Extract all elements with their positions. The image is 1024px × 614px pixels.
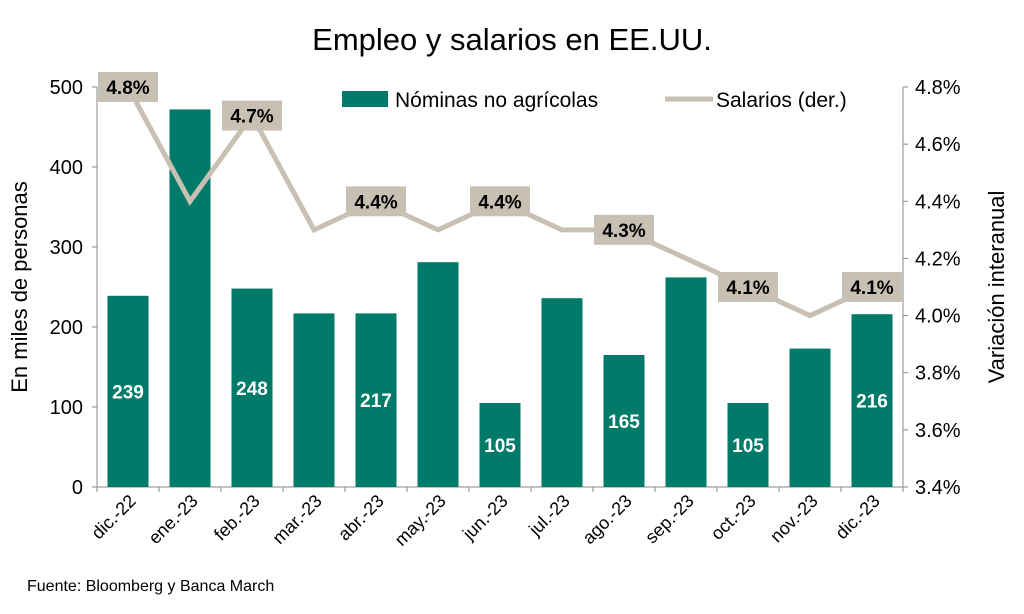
bar: [355, 313, 397, 487]
bar: [231, 288, 273, 487]
line-data-label: 4.7%: [230, 107, 273, 128]
chart-title: Empleo y salarios en EE.UU.: [312, 22, 712, 57]
bar-data-label: 216: [856, 392, 888, 413]
line-label-box: [470, 186, 530, 217]
x-ticks: dic.-22 ene.-23 feb.-23 mar.-23 abr.-23 may.-…: [87, 487, 904, 550]
x-tick-label: jul.-23: [524, 491, 574, 541]
bar-data-label: 105: [732, 436, 764, 457]
bar: [603, 355, 645, 487]
y-tick-label: 500: [50, 77, 83, 99]
x-tick-label: mar.-23: [269, 491, 326, 548]
bar: [727, 403, 769, 487]
bar: [851, 314, 893, 487]
bar-data-label: 165: [608, 412, 640, 433]
source-note: Fuente: Bloomberg y Banca March: [27, 578, 274, 595]
bar: [107, 295, 149, 487]
bar: [789, 348, 831, 487]
line-series: 4.8% 4.7% 4.4% 4.4% 4.3% 4.1% 4.1%: [98, 72, 902, 319]
x-tick-label: feb.-23: [210, 491, 264, 545]
bar: [665, 277, 707, 487]
line-data-label: 4.1%: [850, 278, 893, 299]
x-tick-label: ene.-23: [145, 491, 202, 548]
y-tick-label: 0: [72, 477, 83, 499]
y2-tick-label: 4.6%: [915, 134, 961, 156]
line-data-label: 4.4%: [478, 192, 521, 213]
line-label-box: [718, 272, 778, 302]
x-tick-label: sep.-23: [641, 491, 698, 548]
bar-labels: 239 248 217 105 165 105 216: [112, 379, 888, 457]
bar-series: [107, 109, 893, 488]
legend-label-line: Salarios (der.): [716, 89, 847, 112]
legend-swatch-bars: [342, 91, 388, 107]
y-ticks: 0 100 200 300 400 500: [50, 77, 97, 499]
x-tick-label: dic.-22: [87, 491, 139, 543]
bar-data-label: 105: [484, 436, 516, 457]
line-data-label: 4.3%: [602, 221, 645, 242]
bar: [169, 109, 211, 488]
bar: [541, 298, 583, 487]
y2-tick-label: 3.8%: [915, 363, 961, 385]
x-tick-label: may.-23: [391, 491, 450, 550]
line-data-label: 4.8%: [106, 78, 149, 99]
y2-tick-label: 4.4%: [915, 191, 961, 213]
y2-tick-label: 3.4%: [915, 477, 961, 499]
y-tick-label: 400: [50, 157, 83, 179]
y2-axis-title: Variación interanual: [984, 191, 1009, 384]
bar-data-label: 248: [236, 379, 268, 400]
bar: [293, 313, 335, 487]
x-tick-label: ago.-23: [579, 491, 636, 548]
x-tick-label: abr.-23: [334, 491, 388, 545]
bar: [417, 262, 459, 487]
bar: [479, 403, 521, 487]
line-label-box: [842, 272, 902, 302]
legend-label-bars: Nóminas no agrícolas: [395, 89, 598, 112]
y-tick-label: 100: [50, 397, 83, 419]
y2-tick-label: 4.0%: [915, 306, 961, 328]
y2-tick-label: 3.6%: [915, 420, 961, 442]
x-tick-label: dic.-23: [831, 491, 883, 543]
line-label-box: [98, 72, 158, 102]
y-axis-title: En miles de personas: [7, 181, 32, 393]
line-label-box: [594, 214, 654, 245]
line-data-label: 4.4%: [354, 192, 397, 213]
line-label-box: [346, 186, 406, 217]
y-tick-label: 300: [50, 237, 83, 259]
line-data-label: 4.1%: [726, 278, 769, 299]
y2-ticks: 3.4% 3.6% 3.8% 4.0% 4.2% 4.4% 4.6% 4.8%: [903, 77, 961, 499]
bar-data-label: 239: [112, 382, 144, 403]
x-tick-label: oct.-23: [707, 491, 760, 544]
line-label-box: [222, 100, 282, 131]
x-tick-label: nov.-23: [766, 491, 822, 547]
legend: Nóminas no agrícolas Salarios (der.): [342, 89, 847, 112]
y2-tick-label: 4.8%: [915, 77, 961, 99]
y2-tick-label: 4.2%: [915, 248, 961, 270]
x-tick-label: jun.-23: [458, 491, 512, 545]
bar-data-label: 217: [360, 391, 392, 412]
y-tick-label: 200: [50, 317, 83, 339]
